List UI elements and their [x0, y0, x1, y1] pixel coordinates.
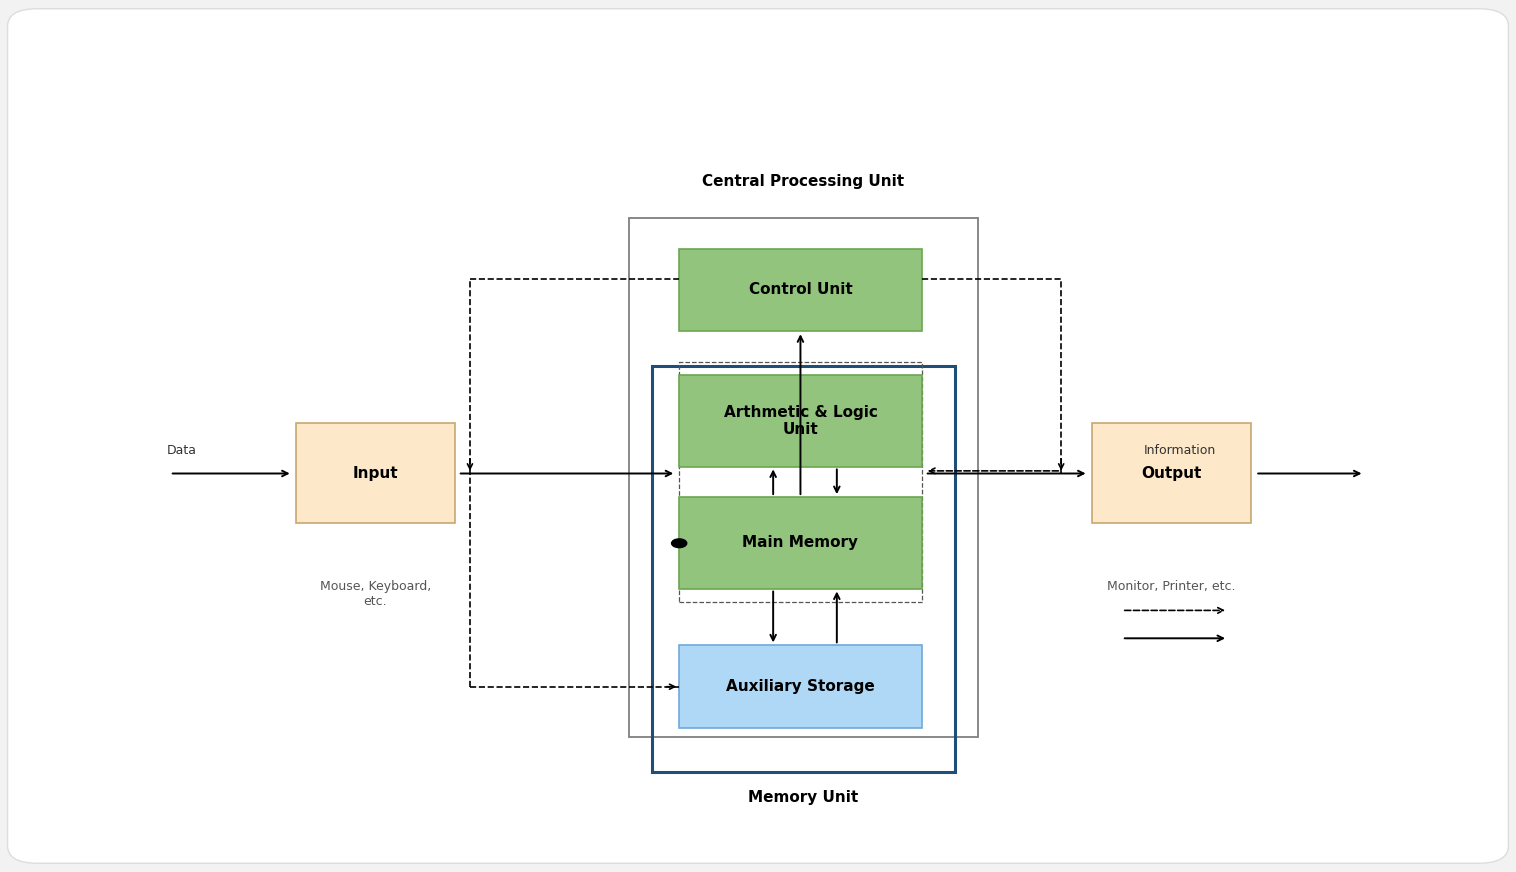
FancyBboxPatch shape [8, 9, 1508, 863]
Bar [679, 375, 922, 467]
Text: Information: Information [1143, 444, 1216, 457]
Text: Central Processing Unit: Central Processing Unit [702, 174, 905, 189]
Bar [679, 497, 922, 589]
Text: Mouse, Keyboard,
etc.: Mouse, Keyboard, etc. [320, 580, 431, 608]
Text: Arthmetic & Logic
Unit: Arthmetic & Logic Unit [723, 405, 878, 437]
Text: Input: Input [352, 466, 399, 480]
Text: Monitor, Printer, etc.: Monitor, Printer, etc. [1107, 580, 1236, 593]
Bar [629, 218, 978, 737]
Text: Memory Unit: Memory Unit [749, 790, 858, 806]
Text: Data: Data [167, 444, 197, 457]
Bar [1092, 423, 1251, 523]
Bar [679, 362, 922, 602]
Bar [679, 645, 922, 728]
Text: Main Memory: Main Memory [743, 535, 858, 550]
Circle shape [672, 539, 687, 548]
Bar [296, 423, 455, 523]
Text: Output: Output [1142, 466, 1201, 480]
Bar [679, 249, 922, 331]
Text: Auxiliary Storage: Auxiliary Storage [726, 679, 875, 694]
Bar [652, 366, 955, 772]
Text: Control Unit: Control Unit [749, 283, 852, 297]
